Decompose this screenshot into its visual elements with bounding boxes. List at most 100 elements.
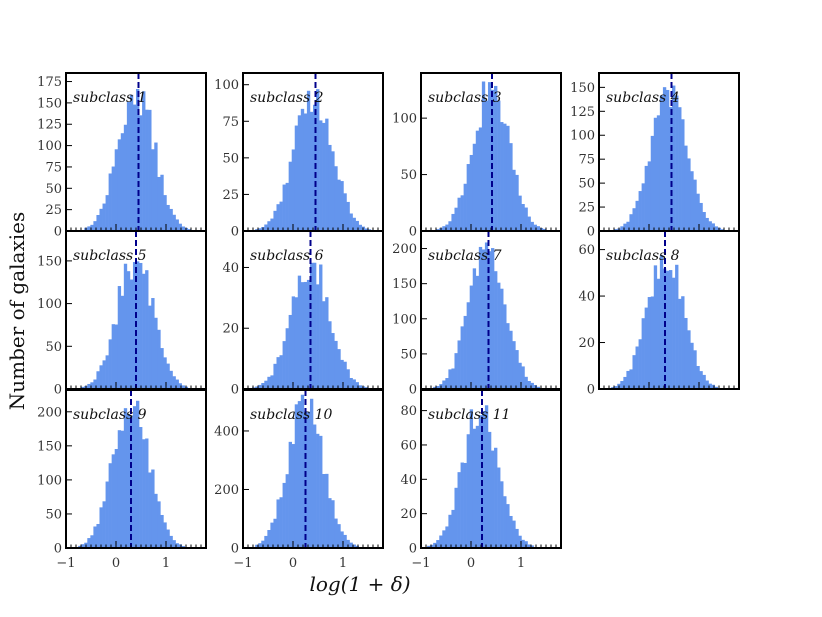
y-tick-label: 50	[45, 182, 62, 197]
y-tick-label: 100	[37, 473, 62, 488]
histogram-bar	[472, 268, 477, 389]
histogram-bar	[506, 125, 510, 231]
x-tick-label: 0	[112, 556, 120, 571]
histogram-bar	[696, 366, 700, 389]
histogram-bar	[469, 285, 474, 389]
histogram-bar	[665, 89, 670, 231]
histogram-bar	[87, 538, 91, 548]
y-tick-label: 0	[409, 383, 417, 398]
histogram-bar	[457, 197, 461, 231]
histogram-bar	[696, 193, 700, 231]
histogram-bar	[139, 115, 143, 231]
histogram-bar	[139, 427, 143, 548]
histogram-bar	[294, 125, 299, 231]
histogram-bar	[533, 224, 537, 231]
histogram-bar	[521, 204, 525, 231]
histogram-bar	[542, 228, 547, 231]
histogram-bar	[123, 408, 128, 548]
histogram-bar	[264, 224, 268, 231]
histogram-bar	[524, 376, 528, 389]
histogram-bar	[331, 500, 335, 548]
histogram-bar	[132, 406, 137, 548]
histogram-bar	[157, 176, 161, 231]
histogram-bar	[506, 323, 510, 389]
histogram-bar	[157, 501, 161, 548]
y-tick-label: 0	[587, 225, 595, 240]
histogram-bar	[672, 277, 676, 389]
histogram-bar	[457, 472, 461, 548]
histogram-bar	[469, 409, 474, 548]
histogram-bar	[108, 339, 112, 389]
histogram-bar	[678, 298, 682, 389]
histogram-bar	[319, 264, 323, 389]
histogram-bar	[644, 307, 648, 389]
y-tick-label: 100	[37, 139, 62, 154]
histogram-bar	[364, 228, 369, 231]
histogram-bar	[132, 104, 137, 231]
panel-label: subclass 4	[606, 90, 680, 106]
histogram-bar	[714, 386, 718, 389]
histogram-bar	[512, 341, 516, 389]
histogram-bar	[148, 305, 152, 389]
histogram-bar	[478, 127, 483, 231]
histogram-bar	[282, 341, 286, 389]
x-tick-label: −1	[233, 556, 252, 571]
histogram-bar	[469, 154, 474, 231]
histogram-bar	[300, 282, 305, 389]
histogram-bar	[142, 91, 146, 231]
histogram-bar	[334, 166, 338, 231]
histogram-bar	[78, 545, 82, 548]
histogram-bar	[484, 100, 489, 231]
histogram-bar	[623, 376, 627, 389]
histogram-bar	[644, 165, 648, 231]
y-tick-label: 0	[54, 225, 62, 240]
histogram-bar	[316, 433, 320, 548]
histogram-bar	[530, 545, 534, 548]
histogram-bar	[102, 360, 106, 389]
histogram-bar	[255, 544, 259, 548]
histogram-bar	[108, 173, 112, 231]
y-tick-label: 150	[37, 96, 62, 111]
histogram-bar	[445, 378, 449, 389]
histogram-bar	[340, 181, 344, 231]
histogram-bar	[313, 262, 317, 389]
y-tick-label: 0	[231, 383, 239, 398]
histogram-bar	[172, 540, 176, 548]
histogram-bar	[303, 113, 308, 231]
x-tick-label: 0	[467, 556, 475, 571]
y-tick-label: 50	[400, 168, 417, 183]
histogram-bar	[160, 514, 164, 548]
histogram-bar	[294, 297, 299, 389]
panel-subclass-6: 0 20 40 subclass 6	[222, 230, 384, 398]
histogram-bar	[614, 386, 618, 389]
histogram-bar	[316, 284, 320, 389]
histogram-bar	[99, 208, 103, 231]
histogram-bar	[325, 118, 329, 231]
histogram-bar	[355, 382, 359, 389]
histogram-bar	[81, 386, 85, 389]
histogram-bar	[509, 515, 513, 548]
y-tick-label: 50	[45, 507, 62, 522]
histogram-bar	[328, 321, 332, 389]
y-tick-label: 0	[409, 542, 417, 557]
histogram-bar	[448, 514, 452, 548]
histogram-bar	[279, 201, 283, 231]
histogram-bar	[139, 262, 143, 389]
histogram-bar	[337, 524, 341, 548]
histogram-bar	[105, 481, 109, 548]
histogram-bar	[681, 119, 685, 231]
histogram-bar	[279, 497, 283, 548]
x-axis-title: log(1 + δ)	[309, 572, 410, 596]
histogram-bar	[136, 261, 140, 389]
histogram-bar	[93, 379, 97, 389]
histogram-bar	[536, 226, 540, 231]
histogram-bar	[629, 214, 633, 231]
y-tick-label: 40	[578, 290, 595, 305]
y-tick-label: 200	[37, 405, 62, 420]
histogram-bar	[178, 383, 182, 389]
histogram-bar	[303, 411, 308, 548]
histogram-bar	[337, 349, 341, 389]
y-tick-label: 125	[570, 105, 595, 120]
